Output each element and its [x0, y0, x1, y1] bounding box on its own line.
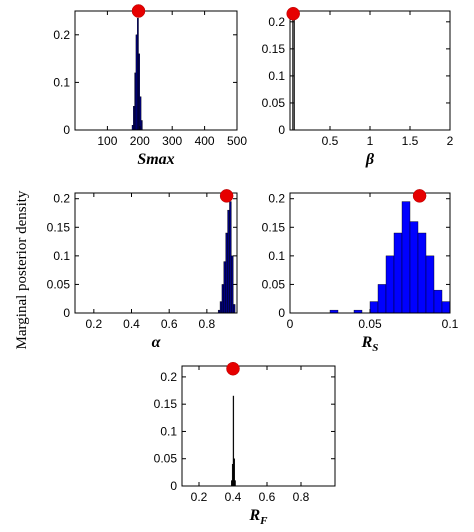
- x-tick-label: 0.1: [442, 317, 459, 331]
- y-tick-label: 0.05: [47, 277, 71, 291]
- x-tick-label: 0.4: [123, 317, 140, 331]
- histogram-bar: [417, 232, 427, 314]
- y-tick-label: 0.15: [154, 397, 178, 411]
- x-axis-label: RF: [248, 507, 268, 527]
- x-tick-label: 0.8: [199, 317, 216, 331]
- histogram-bar: [219, 301, 223, 314]
- x-axis-label-subscript: F: [259, 515, 268, 527]
- histogram-bar: [433, 289, 443, 314]
- y-tick-label: 0.1: [53, 249, 70, 263]
- y-tick-label: 0.15: [262, 42, 286, 56]
- panel-5: 0.2 0.4 0.6 0.8 0 0.05 0.1 0.15 0.2 RF: [154, 361, 336, 527]
- x-tick-label: 1.5: [402, 134, 419, 148]
- x-tick-label: 0.5: [322, 134, 339, 148]
- x-tick-label: 0.8: [293, 490, 310, 504]
- y-tick-label: 0: [278, 123, 285, 137]
- panel-4: 0 0.05 0.1 0 0.05 0.1 0.15 0.2 RS: [262, 189, 459, 354]
- histogram-bar: [377, 284, 387, 314]
- figure-ylabel: Marginal posterior density: [14, 190, 30, 349]
- x-tick-label: 0.6: [259, 490, 276, 504]
- x-tick-label: 300: [162, 134, 182, 148]
- estimate-marker: [286, 6, 300, 21]
- x-axis-label: RS: [361, 334, 379, 354]
- x-tick-label: 2: [447, 134, 454, 148]
- x-axis-label: α: [152, 334, 162, 351]
- y-tick-label: 0.2: [268, 15, 285, 29]
- y-tick-label: 0: [170, 479, 177, 493]
- histogram-bar: [409, 221, 419, 314]
- y-tick-label: 0: [63, 123, 70, 137]
- histogram-bar: [441, 301, 451, 314]
- histogram-bar: [140, 120, 143, 131]
- histogram-bar: [369, 301, 379, 314]
- estimate-marker: [219, 189, 234, 203]
- y-tick-label: 0.05: [262, 277, 286, 291]
- y-tick-label: 0.1: [268, 69, 285, 83]
- x-tick-label: 0.6: [161, 317, 178, 331]
- x-tick-label: 100: [97, 134, 117, 148]
- x-tick-label: 0: [287, 317, 294, 331]
- x-tick-label: 1: [367, 134, 374, 148]
- axes-frame: [74, 10, 238, 131]
- histogram-bar: [425, 255, 435, 314]
- x-tick-label: 400: [195, 134, 215, 148]
- x-tick-label: 0.05: [358, 317, 382, 331]
- y-tick-label: 0: [278, 306, 285, 320]
- x-tick-label: 0.2: [85, 317, 102, 331]
- axes-frame: [181, 365, 336, 487]
- y-tick-label: 0.2: [268, 192, 285, 206]
- histogram-bar: [385, 255, 395, 314]
- panel-1: 100 200 300 400 500 0 0.1 0.2 Smax: [53, 4, 247, 168]
- histogram-bar: [229, 201, 232, 314]
- y-tick-label: 0.2: [160, 370, 177, 384]
- x-tick-label: 200: [130, 134, 150, 148]
- y-tick-label: 0.1: [53, 75, 70, 89]
- estimate-marker: [131, 4, 146, 18]
- y-tick-label: 0: [63, 306, 70, 320]
- histogram-bar: [221, 284, 225, 314]
- panel-3: 0.2 0.4 0.6 0.8 0 0.05 0.1 0.15 0.2 α: [47, 189, 238, 351]
- y-tick-label: 0.2: [53, 28, 70, 42]
- y-tick-label: 0.1: [268, 249, 285, 263]
- x-axis-label: β: [365, 151, 375, 168]
- x-tick-label: 0.4: [225, 490, 242, 504]
- histogram-bar: [292, 13, 295, 131]
- y-tick-label: 0.1: [160, 424, 177, 438]
- estimate-marker: [226, 361, 240, 376]
- x-tick-label: 0.2: [191, 490, 208, 504]
- x-axis-label-subscript: S: [372, 342, 378, 354]
- y-tick-label: 0.15: [47, 220, 71, 234]
- y-tick-label: 0.05: [154, 452, 178, 466]
- estimate-marker: [412, 189, 427, 203]
- x-axis-label: Smax: [137, 151, 174, 168]
- histogram-bar: [223, 261, 226, 314]
- histogram-bar: [233, 304, 236, 314]
- y-tick-label: 0.05: [262, 96, 286, 110]
- histogram-bar: [225, 232, 228, 314]
- y-tick-label: 0.15: [262, 220, 286, 234]
- histogram-bar: [231, 255, 234, 314]
- axes-frame: [74, 192, 238, 314]
- axes-frame: [289, 10, 451, 131]
- histogram-bar: [393, 232, 403, 314]
- histogram-bar: [227, 209, 230, 314]
- panel-2: 0.5 1 1.5 2 0 0.05 0.1 0.15 0.2 β: [262, 6, 454, 168]
- histogram-bar: [401, 201, 411, 314]
- histogram-bar: [234, 480, 236, 487]
- x-tick-label: 500: [227, 134, 247, 148]
- y-tick-label: 0.2: [53, 192, 70, 206]
